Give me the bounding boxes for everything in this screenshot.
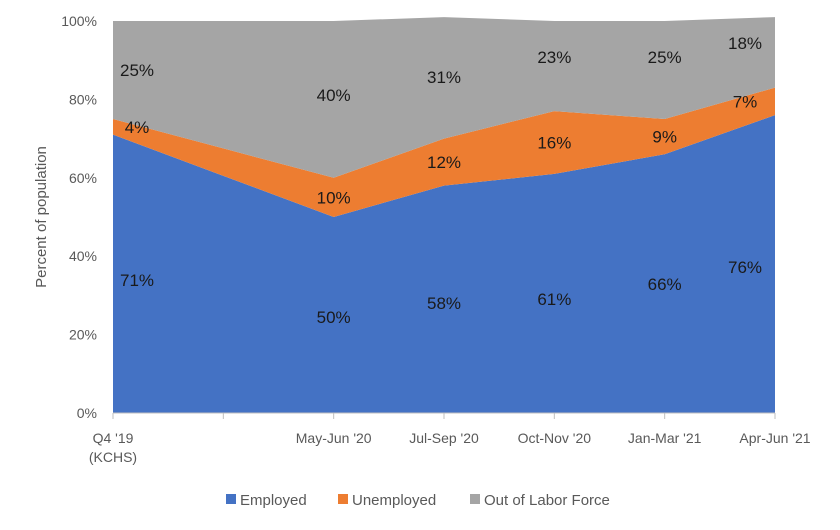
data-label-unemployed: 9%: [652, 128, 677, 147]
x-tick-label: Oct-Nov '20: [518, 430, 592, 446]
legend: Employed Unemployed Out of Labor Force: [226, 492, 610, 509]
data-label-unemployed: 10%: [317, 188, 351, 207]
data-label-unemployed: 4%: [125, 118, 150, 137]
axes-group: Q4 '19 (KCHS) May-Jun '20 Jul-Sep '20 Oct-No…: [61, 13, 811, 465]
y-tick-label: 80%: [69, 91, 97, 107]
area-out-of-labor-force: [113, 17, 775, 178]
data-label-out-of-labor-force: 25%: [648, 48, 682, 67]
legend-label-out-of-labor-force: Out of Labor Force: [484, 492, 610, 509]
area-unemployed: [113, 87, 775, 217]
area-series-group: [113, 17, 775, 413]
y-tick-label: 100%: [61, 13, 97, 29]
data-label-employed: 71%: [120, 271, 154, 290]
x-tick-label: Jan-Mar '21: [628, 430, 702, 446]
area-employed: [113, 115, 775, 413]
legend-label-employed: Employed: [240, 492, 307, 509]
y-tick-label: 60%: [69, 170, 97, 186]
data-label-out-of-labor-force: 31%: [427, 68, 461, 87]
data-label-employed: 58%: [427, 294, 461, 313]
legend-swatch-unemployed: [338, 494, 348, 504]
x-tick-label: May-Jun '20: [296, 430, 372, 446]
data-label-out-of-labor-force: 18%: [728, 34, 762, 53]
x-tick-label: Q4 '19: [93, 430, 134, 446]
data-label-unemployed: 12%: [427, 153, 461, 172]
data-labels-group: 71% 50% 58% 61% 66% 76% 4% 10% 12% 16% 9% 7% 25% 40% 3…: [120, 34, 762, 327]
data-label-employed: 61%: [537, 290, 571, 309]
data-label-out-of-labor-force: 23%: [537, 48, 571, 67]
y-tick-label: 20%: [69, 327, 97, 343]
y-axis-title: Percent of population: [33, 146, 50, 288]
data-label-employed: 50%: [317, 308, 351, 327]
data-label-employed: 76%: [728, 258, 762, 277]
y-tick-label: 40%: [69, 248, 97, 264]
legend-label-unemployed: Unemployed: [352, 492, 436, 509]
x-tick-label: Apr-Jun '21: [739, 430, 810, 446]
data-label-unemployed: 7%: [733, 92, 758, 111]
x-tick-label: (KCHS): [89, 449, 137, 465]
data-label-out-of-labor-force: 25%: [120, 61, 154, 80]
legend-swatch-employed: [226, 494, 236, 504]
data-label-employed: 66%: [648, 275, 682, 294]
data-label-unemployed: 16%: [537, 134, 571, 153]
data-label-out-of-labor-force: 40%: [317, 86, 351, 105]
y-tick-label: 0%: [77, 405, 97, 421]
x-tick-label: Jul-Sep '20: [409, 430, 479, 446]
legend-swatch-out-of-labor-force: [470, 494, 480, 504]
